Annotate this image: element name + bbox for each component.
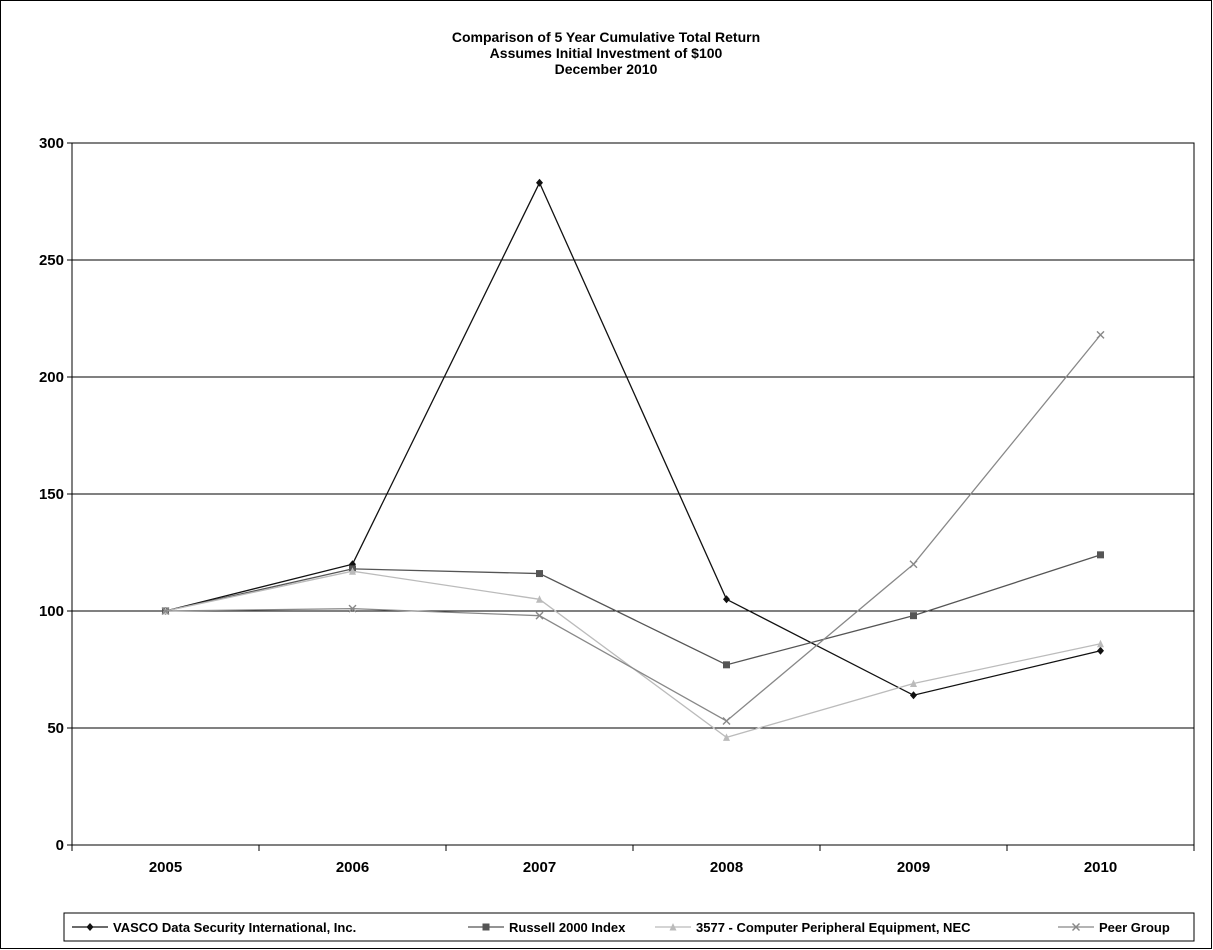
data-point: [348, 604, 357, 613]
legend-entry: VASCO Data Security International, Inc.: [72, 920, 356, 935]
chart-title: Comparison of 5 Year Cumulative Total Re…: [452, 29, 760, 77]
legend-label: VASCO Data Security International, Inc.: [113, 920, 356, 935]
legend-box: [63, 912, 1195, 942]
series-line: [165, 181, 1101, 696]
series-4: [161, 330, 1105, 725]
data-point: [536, 570, 543, 578]
chart-title-line-1: Comparison of 5 Year Cumulative Total Re…: [452, 29, 760, 45]
y-tick-label: 0: [56, 837, 64, 854]
x-tick-label: 2010: [1084, 859, 1117, 876]
y-tick-label: 150: [39, 486, 64, 503]
y-tick-label: 50: [47, 720, 64, 737]
series-line: [165, 554, 1101, 666]
series-line: [165, 334, 1102, 722]
x-axis-ticks: 2005 2006 2007 2008 2009 2010: [71, 845, 1195, 876]
chart-title-line-3: December 2010: [555, 61, 658, 77]
legend-label: Russell 2000 Index: [509, 920, 626, 935]
data-point: [910, 612, 917, 620]
data-point: [161, 607, 170, 615]
y-tick-label: 300: [39, 135, 64, 152]
data-point: [1097, 646, 1104, 655]
legend-entry: Peer Group: [1058, 920, 1170, 935]
y-axis-ticks: 0 50 100 150 200 250 300: [39, 135, 72, 854]
data-point: [909, 560, 918, 569]
series-lines: [161, 178, 1105, 741]
legend-label: Peer Group: [1099, 920, 1170, 935]
legend-marker: [1072, 923, 1080, 931]
legend: VASCO Data Security International, Inc. R…: [63, 912, 1195, 942]
data-point: [910, 679, 917, 688]
data-point: [349, 567, 356, 575]
data-point: [723, 661, 730, 669]
data-point: [536, 178, 543, 187]
x-tick-label: 2008: [710, 859, 743, 876]
data-point: [536, 595, 543, 603]
y-tick-label: 200: [39, 369, 64, 386]
data-point: [1097, 639, 1104, 648]
legend-entry: Russell 2000 Index: [468, 920, 626, 935]
data-point: [1096, 330, 1105, 339]
legend-marker: [669, 923, 677, 931]
x-tick-label: 2006: [336, 859, 369, 876]
data-point: [535, 611, 544, 620]
legend-marker: [86, 923, 94, 931]
legend-label: 3577 - Computer Peripheral Equipment, NE…: [696, 920, 971, 935]
x-tick-label: 2005: [149, 859, 182, 876]
data-point: [723, 595, 730, 604]
data-point: [910, 691, 917, 700]
data-point: [1097, 551, 1104, 559]
x-tick-label: 2009: [897, 859, 930, 876]
x-tick-label: 2007: [523, 859, 556, 876]
legend-entry: 3577 - Computer Peripheral Equipment, NE…: [655, 920, 971, 935]
y-tick-label: 250: [39, 252, 64, 269]
chart-title-line-2: Assumes Initial Investment of $100: [490, 45, 723, 61]
data-point: [723, 733, 730, 741]
legend-marker: [482, 923, 490, 931]
data-point: [722, 716, 731, 725]
y-tick-label: 100: [39, 603, 64, 620]
